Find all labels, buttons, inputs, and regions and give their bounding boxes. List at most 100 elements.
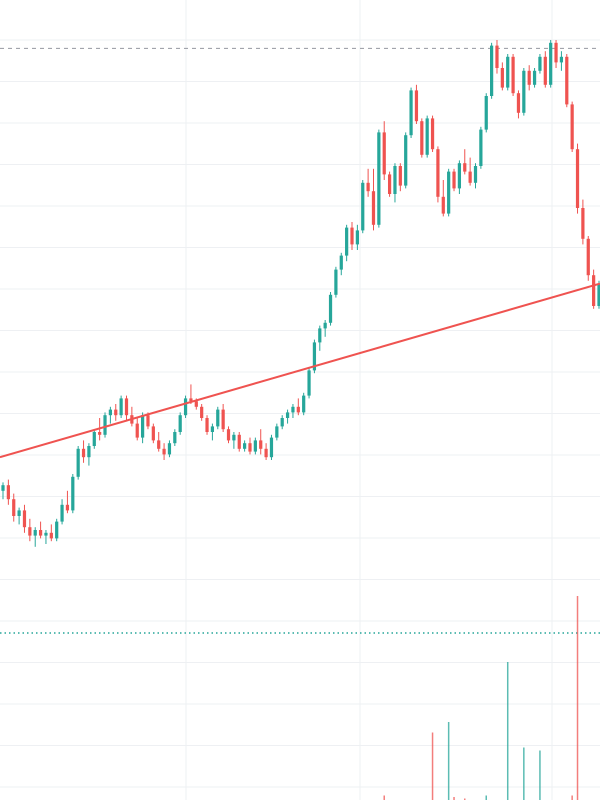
candle-body — [377, 132, 381, 225]
candle-body — [248, 443, 252, 452]
candle-body — [500, 68, 504, 88]
candle — [447, 168, 451, 217]
candle — [28, 518, 32, 542]
candle-body — [479, 129, 483, 166]
candle — [119, 395, 123, 418]
candle-body — [575, 149, 580, 208]
candle-body — [189, 398, 193, 402]
candle — [516, 90, 521, 119]
candle-body — [275, 426, 279, 438]
candle — [398, 163, 402, 192]
candle-body — [318, 328, 322, 343]
candle — [269, 434, 274, 460]
candle — [511, 54, 515, 96]
candle — [232, 432, 236, 449]
volume-bar — [523, 747, 525, 800]
candle-body — [339, 255, 343, 270]
volume-bar — [506, 662, 509, 800]
candle — [253, 437, 257, 455]
candle — [140, 412, 145, 444]
volume-bars — [383, 596, 579, 800]
candle-body — [511, 56, 515, 94]
candle — [371, 168, 376, 231]
candle — [430, 115, 435, 152]
volume-bar — [485, 795, 487, 800]
candle — [387, 171, 392, 197]
candle-body — [173, 432, 177, 444]
candle — [103, 412, 107, 438]
candle-body — [586, 238, 590, 276]
candles — [1, 40, 600, 547]
candle — [575, 143, 580, 214]
candle-body — [522, 70, 526, 113]
candle-body — [382, 132, 386, 175]
trendline-group[interactable] — [0, 282, 600, 459]
candle-body — [55, 521, 59, 539]
candle — [323, 320, 327, 337]
candle-body — [259, 440, 263, 449]
candle — [554, 40, 558, 68]
candle-body — [387, 174, 392, 194]
candle — [441, 180, 445, 217]
trendline[interactable] — [0, 282, 600, 459]
candle — [210, 423, 215, 441]
candle — [366, 168, 370, 197]
candle-body — [183, 398, 188, 416]
candle-body — [87, 446, 91, 458]
candle-body — [302, 395, 306, 413]
candle-body — [447, 171, 451, 214]
candle — [549, 40, 553, 88]
candle-body — [146, 415, 150, 427]
candle — [382, 121, 386, 180]
candle — [302, 392, 306, 416]
candle-body — [495, 45, 499, 68]
candle-body — [425, 118, 429, 155]
candle-body — [559, 56, 564, 63]
candle — [307, 367, 311, 399]
candle-body — [420, 121, 424, 155]
candle — [71, 474, 75, 514]
candle — [264, 443, 268, 460]
candle-body — [12, 499, 16, 516]
candle — [484, 93, 488, 133]
candle — [1, 482, 5, 500]
candle-body — [216, 409, 220, 427]
candle-body — [76, 448, 80, 477]
candle — [490, 42, 494, 99]
candle-body — [430, 118, 435, 150]
candle — [361, 180, 365, 234]
candle-body — [205, 418, 209, 432]
candle — [318, 325, 322, 351]
candle — [581, 199, 585, 245]
candle — [436, 146, 440, 203]
candle — [280, 415, 284, 430]
volume-bar — [571, 795, 573, 800]
candle-body — [285, 412, 290, 418]
candle-body — [328, 294, 333, 323]
candle — [173, 429, 177, 446]
candle — [81, 440, 86, 463]
candle-body — [581, 208, 585, 239]
candle-body — [597, 283, 600, 306]
candle-body — [404, 135, 408, 186]
candle-body — [200, 406, 204, 418]
candle — [345, 224, 349, 262]
candle — [291, 404, 295, 418]
candle — [527, 65, 531, 91]
candle — [463, 149, 467, 175]
candle-body — [210, 426, 215, 432]
volume-bar — [539, 750, 541, 800]
candle-body — [253, 440, 257, 452]
candle — [237, 432, 241, 452]
candle — [285, 409, 290, 424]
candle-body — [44, 532, 48, 536]
candle — [12, 493, 16, 522]
candle-body — [119, 398, 123, 416]
candle — [162, 443, 166, 460]
price-levels — [0, 47, 600, 634]
candle — [495, 40, 499, 74]
candle-body — [226, 429, 231, 441]
candle-body — [237, 434, 241, 449]
